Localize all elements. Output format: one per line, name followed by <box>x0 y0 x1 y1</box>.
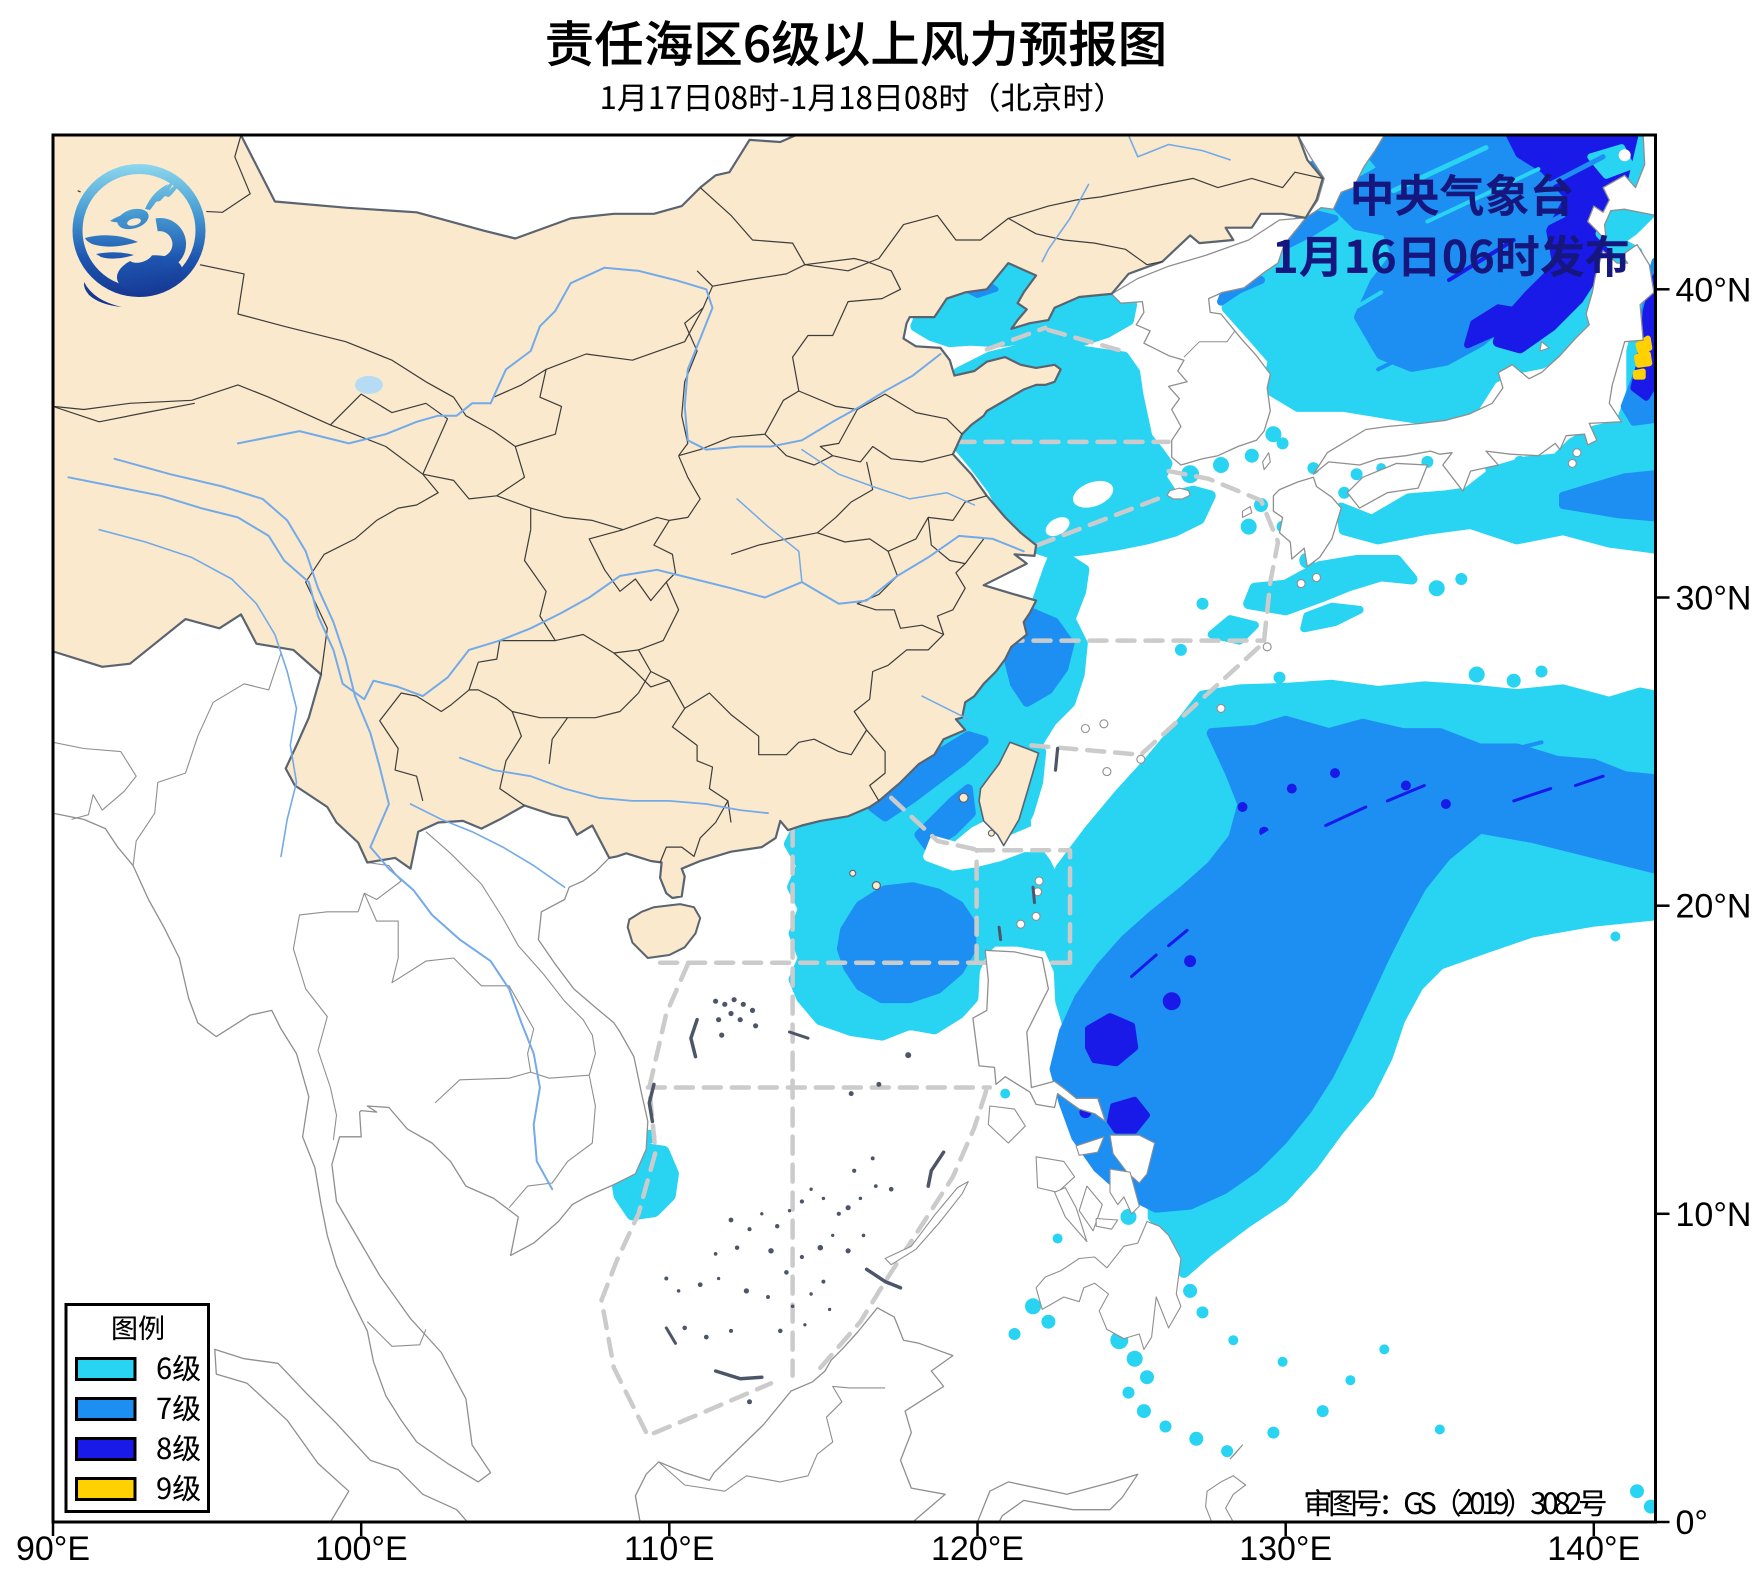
svg-text:130°E: 130°E <box>1239 1530 1332 1568</box>
svg-text:40°N: 40°N <box>1676 271 1752 309</box>
svg-text:90°E: 90°E <box>16 1530 90 1568</box>
svg-text:0°: 0° <box>1676 1504 1709 1542</box>
svg-text:10°N: 10°N <box>1676 1196 1752 1234</box>
svg-text:20°N: 20°N <box>1676 888 1752 926</box>
svg-text:140°E: 140°E <box>1547 1530 1640 1568</box>
svg-text:110°E: 110°E <box>624 1530 714 1568</box>
svg-text:120°E: 120°E <box>931 1530 1024 1568</box>
svg-text:100°E: 100°E <box>315 1530 408 1568</box>
svg-text:30°N: 30°N <box>1676 580 1752 618</box>
